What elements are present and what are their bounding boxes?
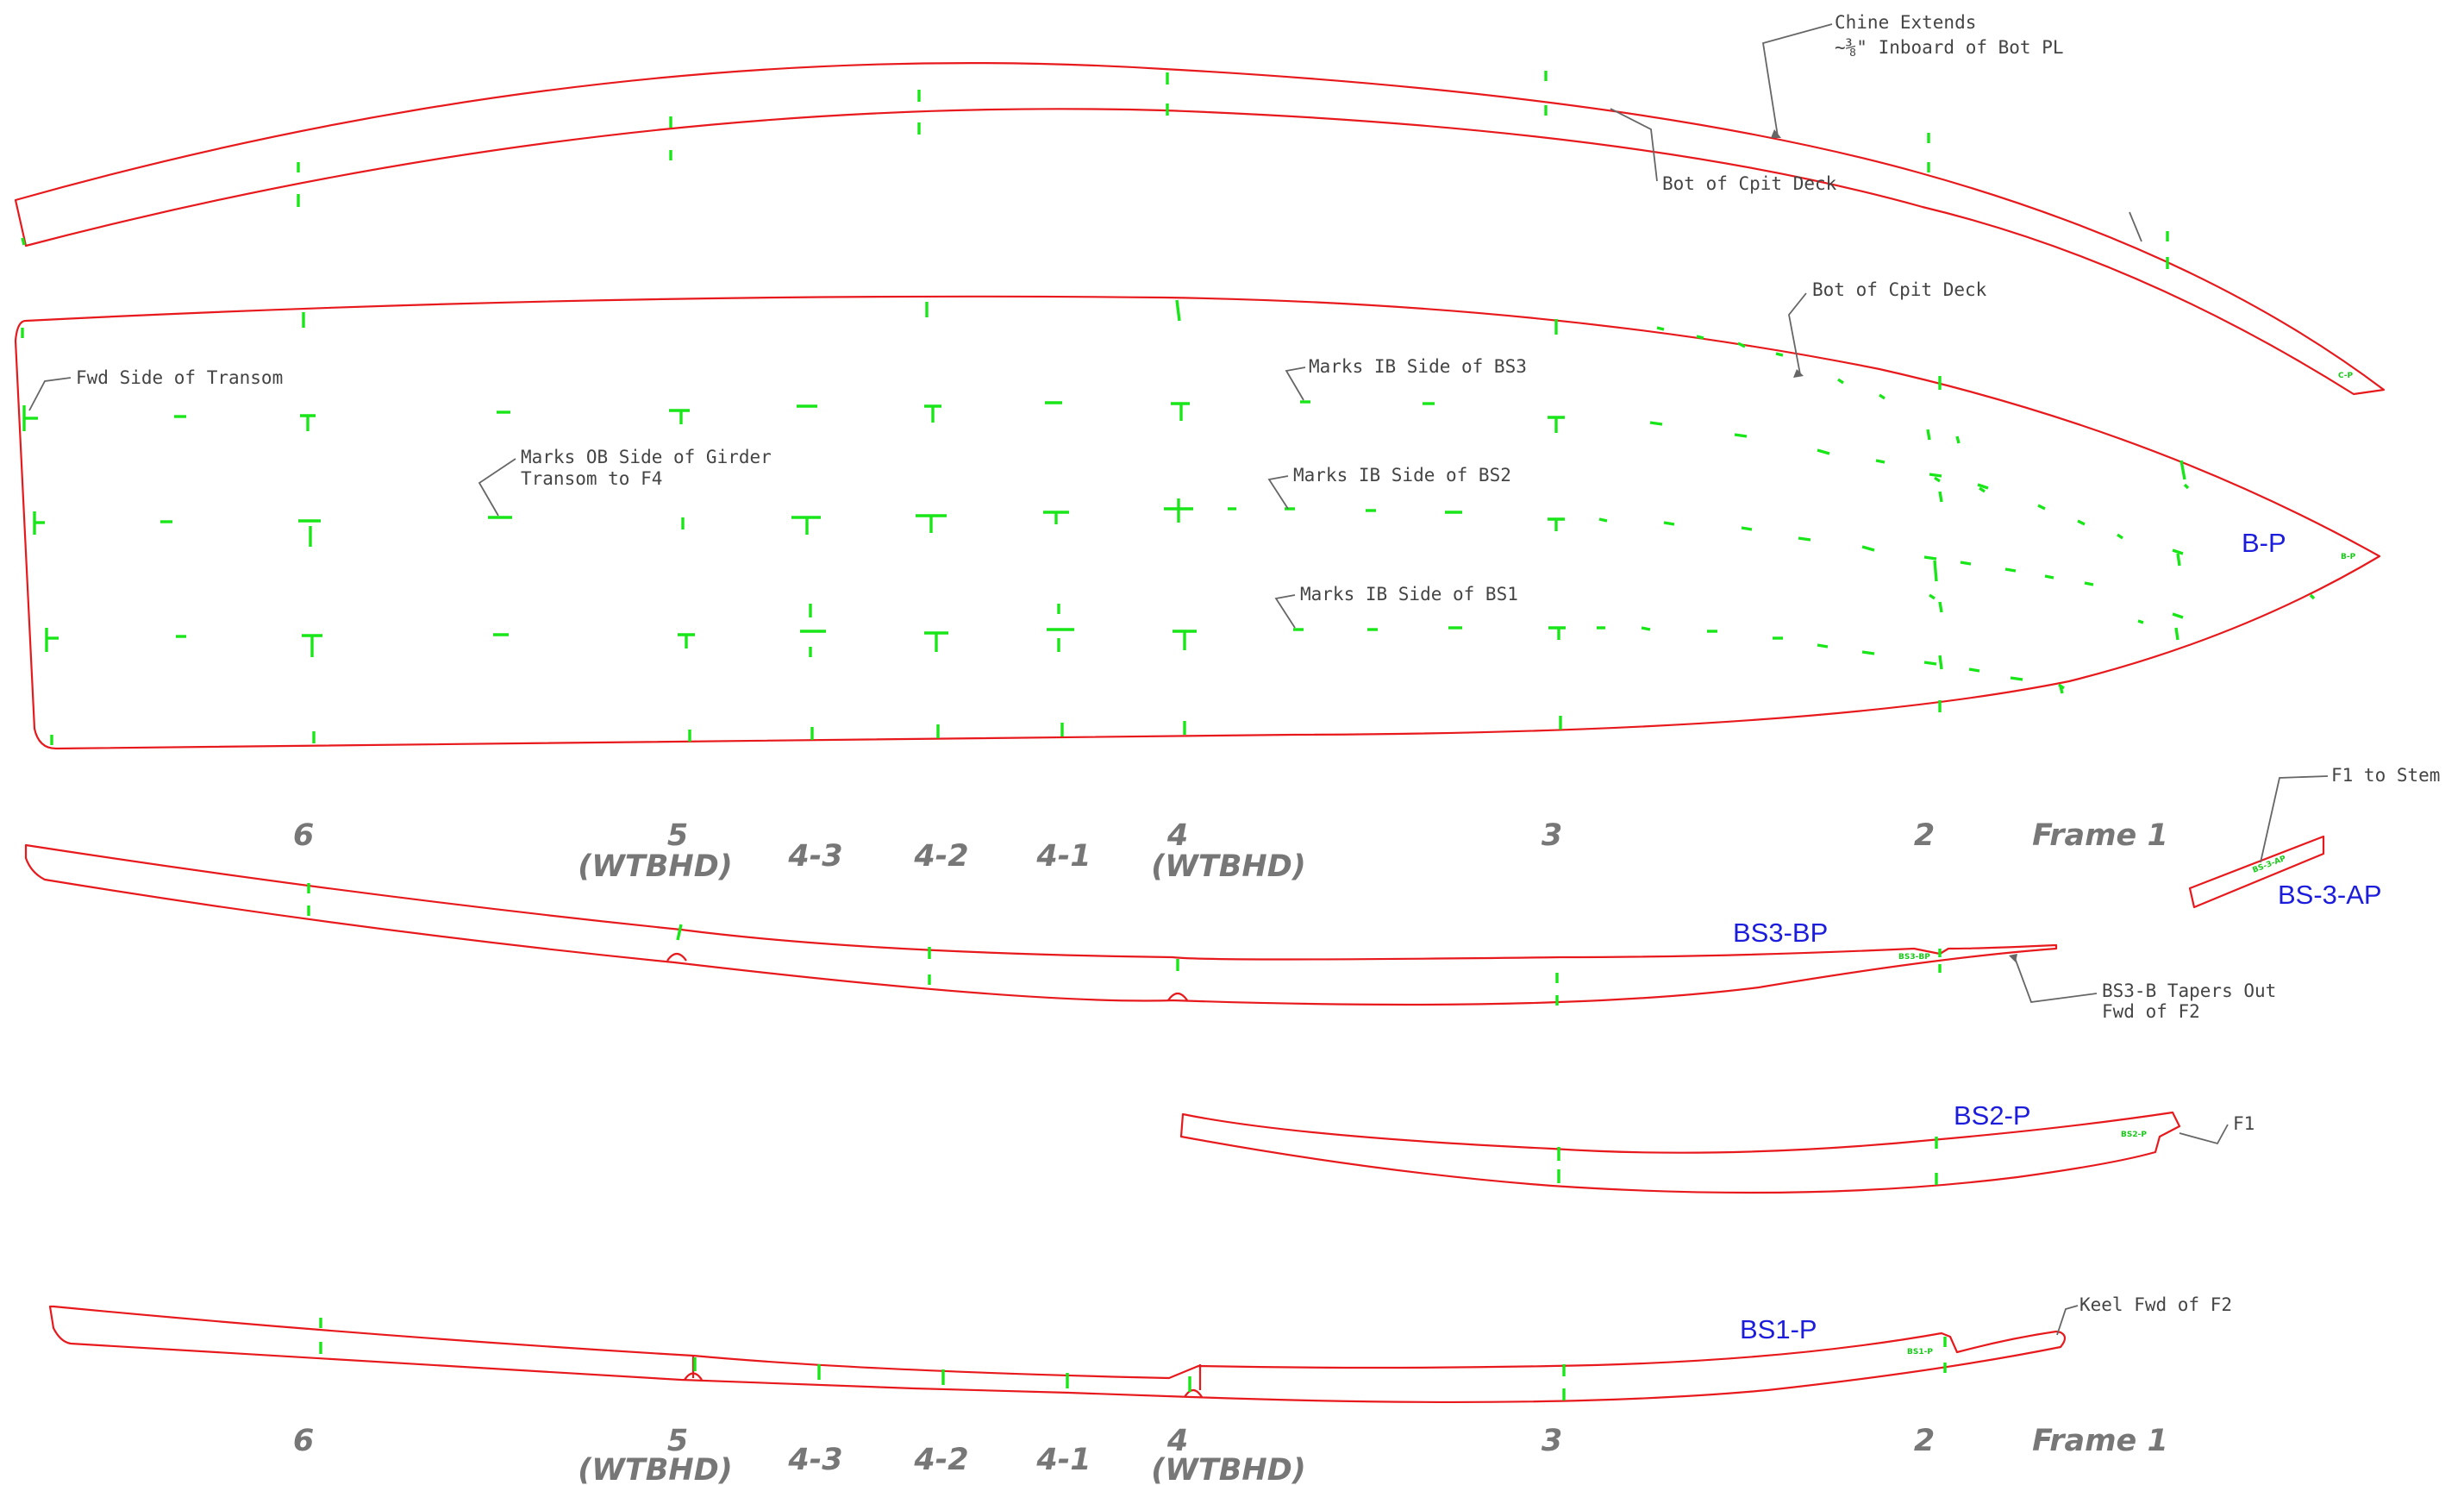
note-marks-ib-bs1: Marks IB Side of BS1 (1274, 584, 1518, 629)
frame-bottom-4-2: 4-2 (913, 1443, 968, 1477)
bs2-tag: BS2-P (2121, 1131, 2147, 1139)
note-f1-to-stem: F1 to Stem (2260, 765, 2440, 863)
svg-text:Marks IB Side of BS2: Marks IB Side of BS2 (1293, 465, 1511, 486)
bs1-marks (319, 1318, 1947, 1400)
note-f1: F1 (2179, 1113, 2254, 1145)
note-marks-ib-bs3: Marks IB Side of BS3 (1285, 356, 1527, 401)
frame-top-4-sub: (WTBHD) (1151, 849, 1306, 884)
svg-text:~⅜" Inboard of Bot PL: ~⅜" Inboard of Bot PL (1835, 37, 2064, 58)
frame-labels-top: 6 5 (WTBHD) 4-3 4-2 4-1 4 (WTBHD) 3 2 Fr… (293, 818, 2168, 884)
bottom-edge-marks (21, 299, 2186, 745)
bs3-tag: BS3-BP (1898, 953, 1930, 962)
bs3-part: BS3-BP BS3-BP (24, 843, 2058, 1006)
frame-bottom-1: Frame 1 (2032, 1424, 2168, 1458)
frame-bottom-3: 3 (1542, 1424, 1562, 1458)
frame-top-2: 2 (1914, 818, 1935, 853)
svg-text:F1: F1 (2233, 1113, 2254, 1134)
bs2-label: BS2-P (1954, 1100, 2031, 1131)
bs3-label: BS3-BP (1733, 918, 1828, 948)
bs1-label: BS1-P (1740, 1314, 1817, 1344)
frame-bottom-4-1: 4-1 (1035, 1443, 1091, 1477)
note-bs3-tapers: BS3-B Tapers Out Fwd of F2 (2009, 954, 2276, 1022)
bs1-part: BS1-P BS1-P (48, 1305, 2067, 1404)
bs3-row-marks (22, 326, 1989, 490)
bs1-tag: BS1-P (1907, 1348, 1933, 1357)
bottom-panel-label: B-P (2242, 528, 2286, 558)
bottom-panel-part: B-P B-P (14, 295, 2381, 750)
bs1-outline (48, 1305, 2067, 1404)
chine-outline (14, 62, 2386, 396)
frame-bottom-2: 2 (1914, 1424, 1935, 1458)
bs3a-part: BS-3-AP BS-3-AP (2188, 835, 2382, 910)
frame-top-5-sub: (WTBHD) (578, 849, 733, 884)
bs1-row-marks (45, 593, 2316, 690)
svg-text:Marks IB Side of BS1: Marks IB Side of BS1 (1300, 584, 1518, 605)
chine-part-tag: C-P (2338, 372, 2354, 380)
svg-text:Bot of Cpit Deck: Bot of Cpit Deck (1662, 173, 1837, 194)
bottom-panel-tag: B-P (2341, 553, 2356, 561)
svg-text:Marks OB Side of Girder: Marks OB Side of Girder (521, 447, 772, 467)
bs2-part: BS2-P BS2-P (1179, 1100, 2181, 1194)
note-marks-ib-bs2: Marks IB Side of BS2 (1267, 465, 1511, 510)
bottom-panel-outline (14, 295, 2381, 750)
svg-text:Bot of Cpit Deck: Bot of Cpit Deck (1812, 279, 1987, 300)
frame-top-4-2: 4-2 (913, 839, 968, 874)
frame-top-5: 5 (667, 818, 688, 853)
bs3a-label: BS-3-AP (2278, 880, 2382, 910)
frame-top-4-1: 4-1 (1035, 839, 1091, 874)
frame-top-1: Frame 1 (2032, 818, 2168, 853)
note-chine-extends: Chine Extends ~⅜" Inboard of Bot PL (1761, 12, 2064, 138)
frame-bottom-4-3: 4-3 (787, 1443, 842, 1477)
bs3a-outline (2188, 835, 2325, 909)
svg-text:F1 to Stem: F1 to Stem (2331, 765, 2440, 786)
bs2-outline (1179, 1111, 2181, 1194)
bs3-marks (307, 883, 1942, 1006)
frame-bottom-5: 5 (667, 1424, 688, 1458)
svg-text:Fwd Side of Transom: Fwd Side of Transom (76, 367, 283, 388)
frame-bottom-4: 4 (1166, 1424, 1188, 1458)
frame-top-6: 6 (293, 818, 314, 853)
chine-station-marks (21, 71, 2169, 269)
svg-text:Transom to F4: Transom to F4 (521, 468, 662, 489)
svg-text:Keel Fwd of F2: Keel Fwd of F2 (2079, 1294, 2232, 1315)
frame-top-3: 3 (1542, 818, 1562, 853)
note-bot-cpit-deck-lower: Bot of Cpit Deck (1788, 279, 1987, 378)
note-keel-fwd-f2: Keel Fwd of F2 (2056, 1294, 2232, 1336)
frame-labels-bottom: 6 5 (WTBHD) 4-3 4-2 4-1 4 (WTBHD) 3 2 Fr… (293, 1424, 2168, 1485)
bs3-outline (24, 843, 2058, 1006)
note-fwd-side-transom: Fwd Side of Transom (28, 367, 283, 411)
frame-top-4: 4 (1166, 818, 1188, 853)
frame-bottom-5-sub: (WTBHD) (578, 1453, 733, 1485)
frame-top-4-3: 4-3 (787, 839, 842, 874)
note-bot-cpit-deck-upper: Bot of Cpit Deck (1610, 108, 1837, 194)
frame-bottom-4-sub: (WTBHD) (1151, 1453, 1306, 1485)
note-marks-ob-girder: Marks OB Side of Girder Transom to F4 (478, 447, 772, 517)
bs2-row-marks (33, 476, 2190, 586)
frame-bottom-6: 6 (293, 1424, 314, 1458)
svg-text:BS3-B Tapers Out: BS3-B Tapers Out (2102, 981, 2276, 1001)
chine-tick (2129, 211, 2142, 242)
svg-text:Marks IB Side of BS3: Marks IB Side of BS3 (1309, 356, 1527, 377)
svg-text:Fwd of F2: Fwd of F2 (2102, 1001, 2200, 1022)
svg-text:Chine Extends: Chine Extends (1835, 12, 1976, 33)
chine-part: C-P (14, 62, 2386, 396)
bs2-marks (1557, 1137, 1938, 1185)
